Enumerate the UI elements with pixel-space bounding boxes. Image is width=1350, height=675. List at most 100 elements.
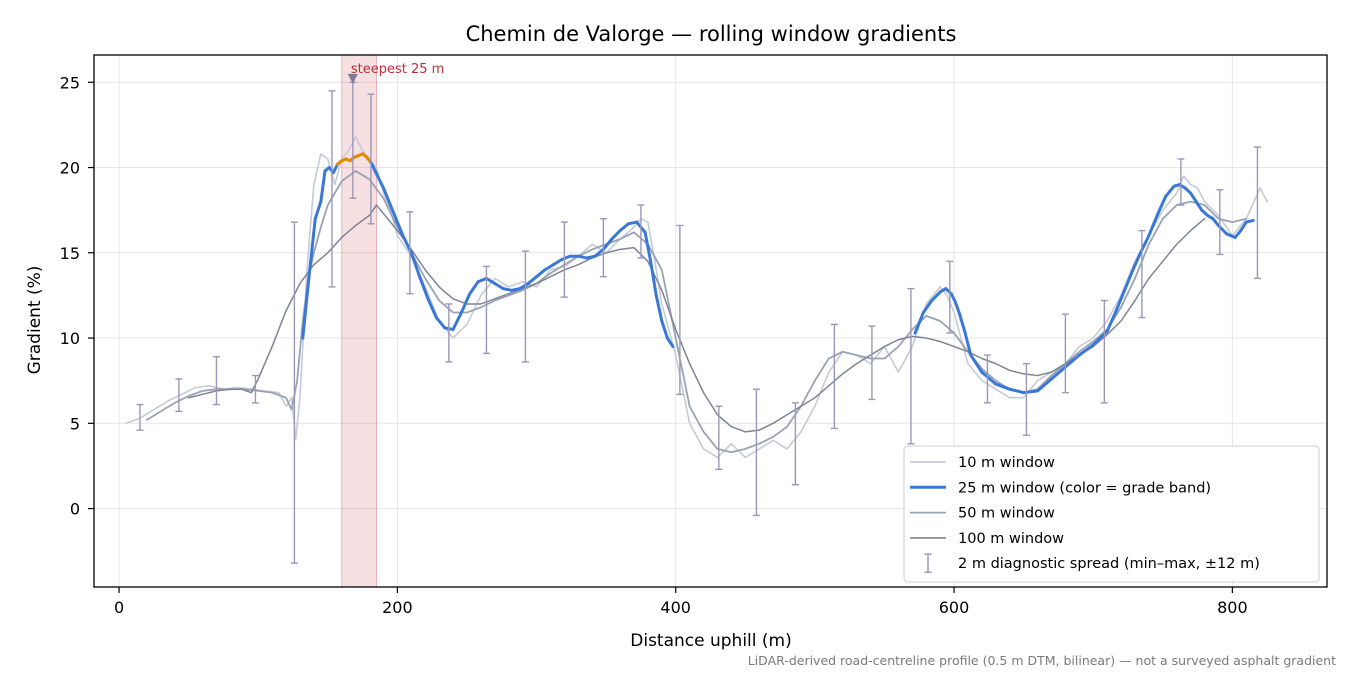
- error-bar: [175, 378, 183, 413]
- series-segment-25m: [1164, 184, 1176, 199]
- series-segment-25m: [493, 281, 505, 291]
- x-tick-label: 400: [660, 598, 691, 617]
- error-bar: [637, 204, 645, 259]
- y-tick-label: 5: [70, 414, 80, 433]
- series-segment-25m: [1049, 365, 1067, 381]
- series-segment-25m: [1225, 232, 1237, 239]
- legend-box: [903, 445, 1320, 583]
- series-segment-25m: [980, 370, 998, 386]
- chart-title: Chemin de Valorge — rolling window gradi…: [466, 22, 957, 46]
- series-segment-25m: [1077, 343, 1095, 357]
- error-bar: [212, 356, 220, 406]
- series-segment-25m: [1189, 191, 1198, 204]
- series-segment-25m: [1113, 290, 1126, 314]
- legend-label: 50 m window: [958, 506, 1055, 522]
- error-bar: [830, 323, 838, 430]
- grid: [94, 55, 1327, 587]
- series-segment-25m: [393, 213, 405, 238]
- series-segment-25m: [1239, 220, 1248, 233]
- series-segment-25m: [387, 200, 397, 217]
- error-bar: [1253, 146, 1261, 280]
- legend: 10 m window 25 m window (color = grade ba…: [903, 445, 1320, 583]
- series-segment-25m: [377, 177, 385, 190]
- y-tick-label: 25: [60, 73, 80, 92]
- series-segment-25m: [1063, 353, 1081, 369]
- series-segment-25m: [308, 217, 317, 272]
- series-segment-25m: [1194, 200, 1204, 212]
- series-segment-25m: [301, 268, 312, 340]
- series-segment-25m: [381, 186, 391, 204]
- error-bar: [328, 90, 336, 288]
- series-segment-25m: [654, 293, 664, 323]
- y-tick-label: 0: [70, 500, 80, 519]
- series-segment-25m: [1130, 251, 1143, 274]
- error-bar: [367, 93, 375, 225]
- y-tick-label: 15: [60, 244, 80, 263]
- error-bar: [136, 403, 144, 431]
- x-axis-ticks: 0 200 400 600 800: [114, 587, 1248, 617]
- series-segment-25m: [643, 230, 653, 263]
- series-segment-25m: [373, 169, 381, 181]
- error-bar: [1177, 158, 1185, 206]
- series-segment-25m: [459, 292, 472, 314]
- x-axis-label: Distance uphill (m): [630, 631, 791, 651]
- series-segment-25m: [618, 222, 630, 233]
- error-bar: [560, 221, 568, 298]
- series-segment-25m: [1008, 387, 1026, 395]
- error-bar: [752, 388, 760, 517]
- series-segment-25m: [560, 254, 572, 262]
- plot-frame: [93, 54, 1328, 588]
- series-segment-25m: [526, 275, 539, 285]
- series-segment-25m: [1244, 218, 1255, 224]
- series-segment-25m: [468, 280, 480, 296]
- series-segment-25m: [319, 169, 327, 204]
- series-segment-25m: [649, 259, 658, 297]
- series-lines: [125, 136, 1268, 459]
- error-bar: [1100, 299, 1108, 404]
- error-bar: [406, 211, 414, 295]
- series-segment-25m: [593, 247, 605, 258]
- series-segment-25m: [1122, 270, 1134, 294]
- legend-label: 10 m window: [958, 455, 1055, 471]
- series-segment-25m: [1105, 310, 1117, 333]
- series-segment-25m: [418, 275, 430, 301]
- series-segment-25m: [969, 353, 984, 374]
- series-line-100m: [187, 204, 1206, 433]
- series-segment-25m: [518, 281, 530, 291]
- error-bar: [983, 354, 991, 404]
- y-axis-ticks: 0 5 10 15 20 25: [60, 73, 94, 519]
- y-axis-label: Gradient (%): [25, 266, 45, 375]
- series-segment-25m: [994, 382, 1012, 391]
- error-bar: [1138, 229, 1146, 319]
- series-segment-25m: [930, 290, 942, 303]
- error-bar: [1022, 362, 1030, 436]
- series-segment-25m: [535, 268, 547, 279]
- series-segment-25m: [434, 316, 447, 330]
- series-segment-25m: [913, 310, 925, 335]
- footnote: LiDAR-derived road-centreline profile (0…: [748, 653, 1336, 668]
- series-segment-25m: [949, 292, 957, 304]
- legend-label: 25 m window (color = grade band): [958, 480, 1211, 496]
- x-tick-label: 0: [114, 598, 124, 617]
- legend-item: 2 m diagnostic spread (min–max, ±12 m): [924, 553, 1260, 573]
- x-tick-label: 600: [939, 598, 970, 617]
- series-segment-25m: [601, 237, 614, 251]
- series-segment-25m: [953, 300, 962, 316]
- series-segment-25m: [660, 319, 669, 340]
- error-bar: [599, 217, 607, 278]
- series-segment-25m: [543, 263, 555, 272]
- series-segment-25m: [313, 200, 323, 221]
- error-bar: [676, 224, 684, 396]
- error-bar: [482, 265, 490, 355]
- series-segment-25m: [1036, 377, 1053, 393]
- error-bar: [1061, 313, 1069, 394]
- legend-item: 25 m window (color = grade band): [910, 480, 1211, 496]
- series-segment-25m: [426, 297, 438, 320]
- error-bar: [251, 374, 259, 404]
- legend-item: 50 m window: [910, 506, 1055, 522]
- legend-label: 100 m window: [958, 531, 1064, 547]
- series-segment-25m: [451, 310, 463, 332]
- error-bar: [868, 325, 876, 401]
- error-bar: [445, 303, 453, 363]
- error-bar: [521, 250, 529, 363]
